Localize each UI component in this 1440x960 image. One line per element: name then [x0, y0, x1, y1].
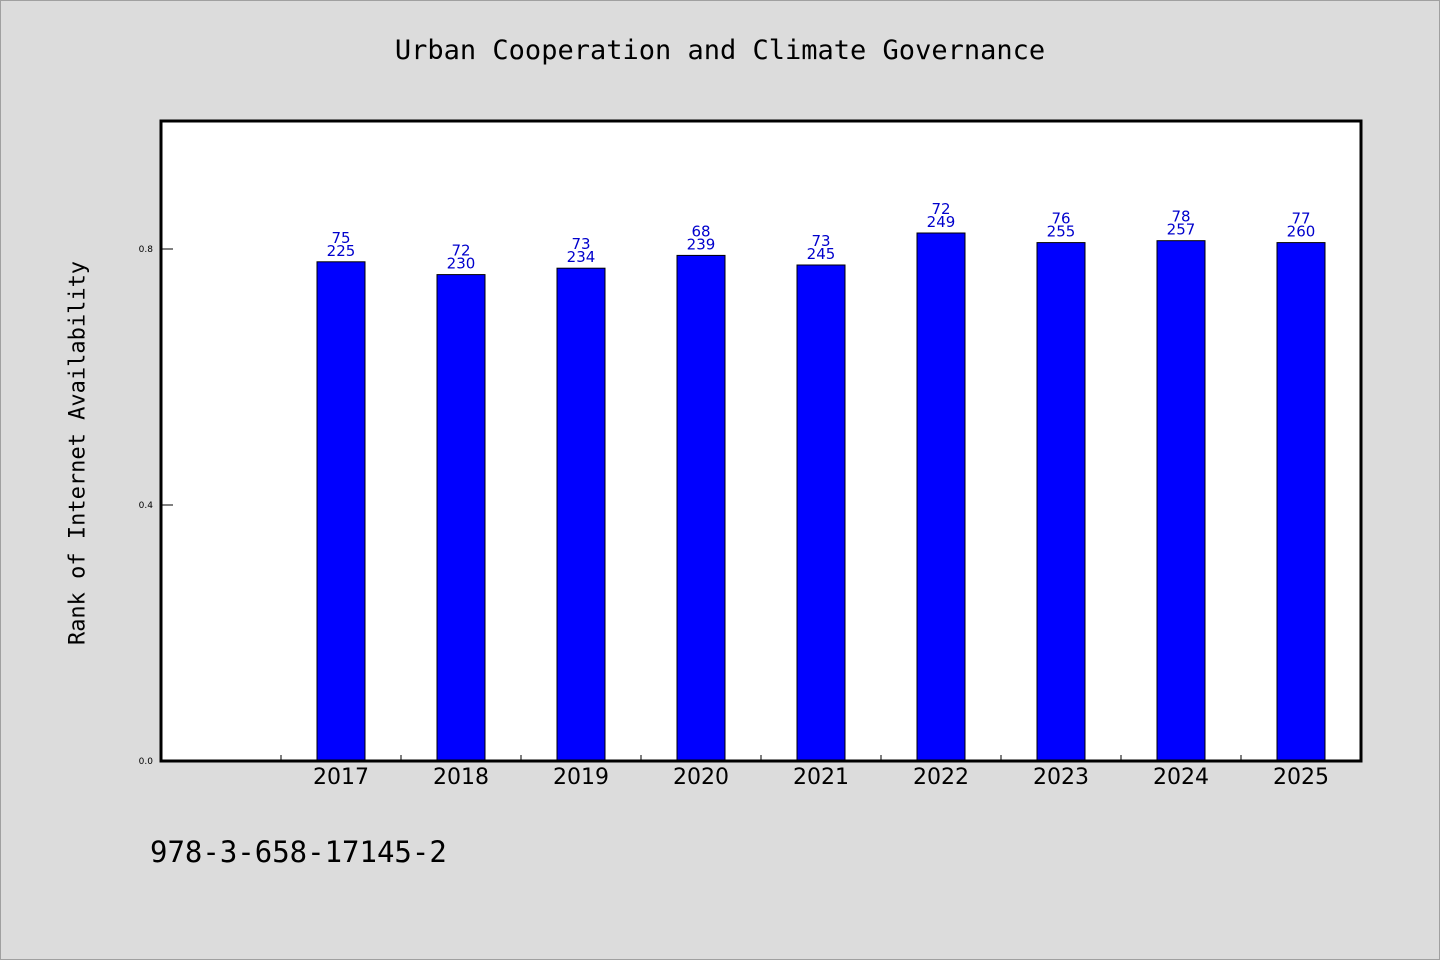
data-label-top: 77 [1291, 210, 1310, 228]
data-label-bottom: 260 [1287, 223, 1316, 241]
data-label-bottom: 249 [927, 213, 956, 231]
x-category-label: 2017 [313, 765, 369, 790]
data-label-bottom: 245 [807, 245, 836, 263]
x-category-label: 2019 [553, 765, 609, 790]
bar [1156, 240, 1206, 762]
bar [316, 261, 366, 762]
y-tick-label: 0.4 [139, 501, 154, 511]
data-label-bottom: 239 [687, 235, 716, 253]
data-label-bottom: 255 [1047, 223, 1076, 241]
data-label-bottom: 230 [447, 255, 476, 273]
y-tick-label: 0.8 [139, 245, 154, 255]
x-category-label: 2018 [433, 765, 489, 790]
bar [676, 254, 726, 762]
data-label-bottom: 225 [327, 242, 356, 260]
x-category-label: 2021 [793, 765, 849, 790]
x-category-label: 2022 [913, 765, 969, 790]
data-label-bottom: 234 [567, 248, 596, 266]
plot-frame [159, 119, 1363, 763]
data-label-top: 73 [811, 232, 830, 250]
bar [796, 264, 846, 762]
data-label-top: 73 [571, 235, 590, 253]
y-tick-label: 0.0 [139, 757, 154, 767]
data-label-top: 75 [331, 229, 350, 247]
bar [916, 232, 966, 762]
footer-code: 978-3-658-17145-2 [150, 835, 447, 869]
bar [1036, 242, 1086, 762]
x-category-label: 2025 [1273, 765, 1329, 790]
data-label-top: 68 [691, 222, 710, 240]
data-label-top: 72 [451, 242, 470, 260]
bar [556, 267, 606, 762]
data-label-top: 76 [1051, 210, 1070, 228]
x-category-label: 2024 [1153, 765, 1209, 790]
bar [1276, 242, 1326, 762]
chart-title: Urban Cooperation and Climate Governance [394, 35, 1046, 66]
data-label-top: 78 [1171, 208, 1190, 226]
data-label-top: 72 [931, 200, 950, 218]
x-category-label: 2023 [1033, 765, 1089, 790]
bar [436, 274, 486, 762]
data-label-bottom: 257 [1167, 221, 1196, 239]
x-category-label: 2020 [673, 765, 729, 790]
